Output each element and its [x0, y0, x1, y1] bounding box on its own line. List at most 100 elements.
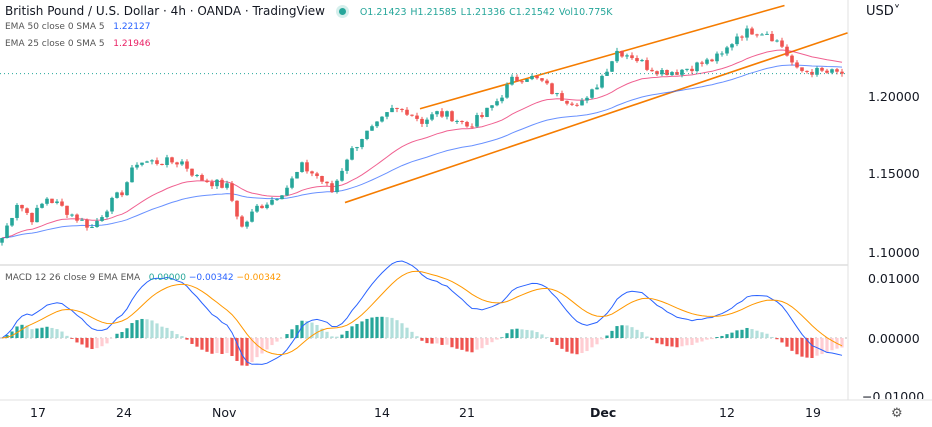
candle-body [640, 60, 644, 62]
macd-histogram-bar [490, 338, 494, 343]
macd-histogram-bar [615, 326, 619, 338]
macd-histogram-bar [335, 336, 339, 338]
macd-histogram-bar [470, 338, 474, 353]
candle-body [435, 111, 439, 115]
macd-histogram-bar [385, 317, 389, 338]
macd-histogram-bar [320, 328, 324, 338]
macd-tick: −0.01000 [862, 389, 925, 399]
macd-histogram-bar [380, 316, 384, 338]
candle-body [430, 114, 434, 120]
candle-body [790, 55, 794, 63]
ohlc-close: C1.21542 [509, 7, 555, 18]
macd-histogram-bar [820, 338, 824, 355]
macd-histogram-bar [395, 320, 399, 338]
macd-legend[interactable]: MACD 12 26 close 9 EMA EMA 0.00000 −0.00… [5, 273, 281, 283]
macd-histogram-bar [600, 338, 604, 340]
macd-histogram-bar [260, 338, 264, 354]
candle-body [80, 219, 84, 221]
candle-body [710, 59, 714, 62]
candle-body [645, 60, 649, 70]
candle-body [575, 104, 579, 106]
macd-histogram-bar [500, 337, 504, 338]
macd-histogram-bar [565, 338, 569, 352]
macd-histogram-bar [475, 338, 479, 350]
candle-body [795, 62, 799, 68]
macd-histogram-bar [35, 328, 39, 338]
macd-line-value: −0.00342 [188, 273, 234, 283]
currency-selector[interactable]: USD˅ [866, 4, 900, 19]
candle-body [750, 28, 754, 35]
candle-body [775, 40, 779, 42]
settings-gear-icon[interactable]: ⚙ [891, 406, 903, 421]
candle-body [725, 47, 729, 54]
candle-body [330, 183, 334, 193]
macd-histogram-bar [10, 331, 14, 338]
macd-histogram-bar [160, 326, 164, 338]
macd-histogram-bar [230, 338, 234, 356]
macd-histogram-bar [125, 328, 129, 338]
candle-body [355, 147, 359, 149]
ema25-legend[interactable]: EMA 25 close 0 SMA 5 1.21946 [5, 39, 150, 49]
candle-body [680, 69, 684, 75]
price-tick: 1.10000 [868, 245, 920, 260]
candle-body [555, 93, 559, 95]
macd-histogram-bar [690, 338, 694, 346]
macd-histogram-bar [620, 325, 624, 338]
macd-histogram-bar [810, 338, 814, 359]
candle-body [275, 199, 279, 201]
chart-legend: British Pound / U.S. Dollar · 4h · OANDA… [5, 4, 613, 18]
macd-signal-value: −0.00342 [236, 273, 282, 283]
candle-body [60, 201, 64, 206]
macd-histogram-bar [100, 338, 104, 347]
candle-body [280, 195, 284, 200]
candle-body [495, 101, 499, 106]
macd-histogram-bar [310, 322, 314, 338]
macd-histogram-bar [225, 338, 229, 353]
candle-body [740, 36, 744, 38]
symbol-title: British Pound / U.S. Dollar · 4h · OANDA… [5, 4, 325, 18]
macd-histogram-bar [675, 338, 679, 348]
macd-histogram-bar [720, 335, 724, 338]
candle-body [660, 70, 664, 75]
macd-histogram-bar [715, 337, 719, 338]
candle-body [270, 199, 274, 205]
macd-histogram-bar [115, 333, 119, 338]
candle-body [415, 115, 419, 119]
macd-histogram-bar [45, 326, 49, 338]
candle-body [105, 211, 109, 218]
macd-histogram-bar [245, 338, 249, 366]
candle-body [195, 174, 199, 176]
candle-body [530, 76, 534, 80]
time-tick: 19 [805, 405, 821, 420]
macd-histogram-bar [645, 336, 649, 338]
candle-body [605, 71, 609, 76]
ema50-label: EMA 50 close 0 SMA 5 [5, 22, 105, 32]
candle-body [130, 167, 134, 183]
candle-body [635, 58, 639, 62]
macd-hist-value: 0.00000 [148, 273, 186, 283]
macd-histogram-bar [75, 338, 79, 343]
macd-histogram-bar [630, 327, 634, 338]
macd-histogram-bar [155, 323, 159, 338]
ema50-value: 1.22127 [113, 22, 151, 32]
macd-histogram-bar [405, 327, 409, 338]
macd-histogram-bar [360, 321, 364, 338]
macd-histogram-bar [255, 338, 259, 358]
macd-histogram-bar [750, 329, 754, 338]
candle-body [525, 79, 529, 82]
candle-body [490, 105, 494, 108]
macd-histogram-bar [205, 338, 209, 352]
macd-histogram-bar [80, 338, 84, 345]
macd-histogram-bar [575, 338, 579, 355]
candle-body [410, 114, 414, 116]
macd-histogram-bar [460, 338, 464, 350]
macd-histogram-bar [90, 338, 94, 350]
macd-histogram-bar [795, 338, 799, 355]
ema50-legend[interactable]: EMA 50 close 0 SMA 5 1.22127 [5, 22, 150, 32]
candle-body [205, 180, 209, 183]
macd-histogram-bar [450, 338, 454, 348]
candle-body [485, 107, 489, 117]
macd-histogram-bar [60, 331, 64, 338]
candle-body [450, 111, 454, 122]
